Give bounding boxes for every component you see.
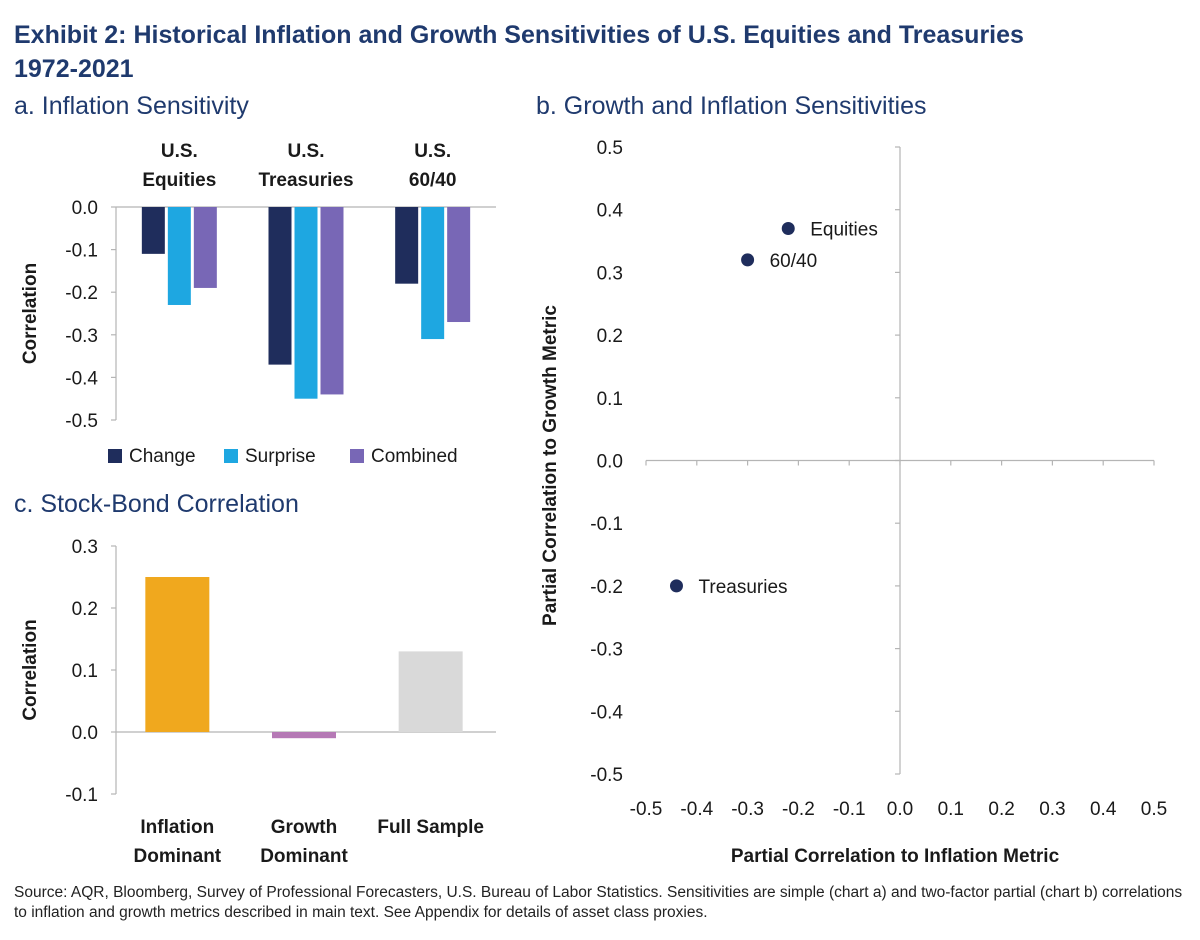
panel-b-point-60-40 xyxy=(741,253,755,267)
panel-a-y-tick-label: -0.5 xyxy=(65,411,98,432)
panel-a-bar-u-s-treasuries-combined xyxy=(320,207,344,395)
panel-a-bar-u-s-60-40-change xyxy=(395,207,419,284)
panel-b-x-tick-label: -0.5 xyxy=(630,799,663,820)
panel-b-y-tick-label: 0.0 xyxy=(597,452,623,473)
panel-a-legend-label-change: Change xyxy=(129,446,196,467)
panel-c-y-axis-label: Correlation xyxy=(20,619,41,720)
panel-b-x-axis-label: Partial Correlation to Inflation Metric xyxy=(731,846,1060,867)
panel-b-y-tick-label: 0.3 xyxy=(597,263,623,284)
panel-a-category-label: U.S. xyxy=(161,141,198,162)
panel-b-y-tick-label: 0.1 xyxy=(597,389,623,410)
panel-a-category-label: U.S. xyxy=(414,141,451,162)
panel-b-x-tick-label: 0.2 xyxy=(988,799,1014,820)
panel-c-y-tick-label: 0.3 xyxy=(72,537,98,558)
panel-b-x-tick-label: 0.5 xyxy=(1141,799,1167,820)
panel-a-legend-label-surprise: Surprise xyxy=(245,446,316,467)
panel-a-y-tick-label: -0.2 xyxy=(65,283,98,304)
panel-b-y-tick-label: -0.2 xyxy=(590,577,623,598)
panel-c-y-tick-label: -0.1 xyxy=(65,785,98,806)
panel-a-category-label: Equities xyxy=(142,170,216,191)
panel-a-legend-swatch-change xyxy=(108,449,122,463)
panel-c-category-label: Dominant xyxy=(260,846,348,867)
panel-a-category-label: U.S. xyxy=(288,141,325,162)
panel-a-y-tick-label: -0.4 xyxy=(65,368,98,389)
panel-b-y-tick-label: -0.3 xyxy=(590,640,623,661)
panel-a-y-tick-label: -0.3 xyxy=(65,326,98,347)
source-note: Source: AQR, Bloomberg, Survey of Profes… xyxy=(14,884,1183,921)
panel-a-legend-label-combined: Combined xyxy=(371,446,458,467)
panel-b-x-tick-label: 0.0 xyxy=(887,799,913,820)
panel-b-x-tick-label: 0.1 xyxy=(938,799,964,820)
panel-b-point-equities xyxy=(781,222,795,236)
panel-a-bar-u-s-60-40-surprise xyxy=(421,207,445,340)
panel-a-bar-u-s-60-40-combined xyxy=(447,207,471,323)
panel-c-y-tick-label: 0.0 xyxy=(72,723,98,744)
panel-b-y-tick-label: -0.4 xyxy=(590,702,623,723)
panel-a-bar-u-s-treasuries-change xyxy=(268,207,292,365)
panel-a-category-label: 60/40 xyxy=(409,170,457,191)
panel-c-title: c. Stock-Bond Correlation xyxy=(14,490,299,518)
exhibit-title-line2: 1972-2021 xyxy=(14,55,134,83)
panel-b-point-label-60-40: 60/40 xyxy=(770,251,818,272)
panel-a-bar-u-s-equities-change xyxy=(141,207,165,254)
panel-b-point-label-treasuries: Treasuries xyxy=(698,577,787,598)
panel-c-category-label: Full Sample xyxy=(377,817,484,838)
panel-b-x-tick-label: 0.3 xyxy=(1039,799,1065,820)
panel-b-title: b. Growth and Inflation Sensitivities xyxy=(536,92,927,120)
panel-b-y-tick-label: 0.4 xyxy=(597,201,624,222)
panel-b-x-tick-label: -0.3 xyxy=(731,799,764,820)
panel-a-bar-u-s-equities-combined xyxy=(193,207,217,288)
panel-c-y-tick-label: 0.2 xyxy=(72,599,98,620)
panel-c-category-label: Growth xyxy=(271,817,338,838)
panel-c-y-tick-label: 0.1 xyxy=(72,661,98,682)
panel-c-bar-inflation-dominant xyxy=(145,577,210,732)
panel-c-category-label: Inflation xyxy=(140,817,214,838)
panel-b-point-label-equities: Equities xyxy=(810,220,878,241)
panel-b-x-tick-label: -0.2 xyxy=(782,799,815,820)
panel-a-y-tick-label: -0.1 xyxy=(65,241,98,262)
panel-c-bar-full-sample xyxy=(398,651,463,732)
panel-b-point-treasuries xyxy=(669,579,683,593)
panel-a-bar-u-s-treasuries-surprise xyxy=(294,207,318,399)
panel-a-legend-swatch-surprise xyxy=(224,449,238,463)
panel-b-y-tick-label: -0.5 xyxy=(590,765,623,786)
panel-b-y-tick-label: 0.5 xyxy=(597,138,623,159)
panel-a-bar-u-s-equities-surprise xyxy=(167,207,191,305)
panel-a-title: a. Inflation Sensitivity xyxy=(14,92,249,120)
panel-a-y-axis-label: Correlation xyxy=(20,263,41,364)
panel-a-y-tick-label: 0.0 xyxy=(72,198,98,219)
panel-a-category-label: Treasuries xyxy=(258,170,353,191)
panel-b-x-tick-label: 0.4 xyxy=(1090,799,1117,820)
exhibit-title: Exhibit 2: Historical Inflation and Grow… xyxy=(14,18,1174,86)
panel-b-y-tick-label: -0.1 xyxy=(590,514,623,535)
panel-a-legend-swatch-combined xyxy=(350,449,364,463)
panel-b-x-tick-label: -0.1 xyxy=(833,799,866,820)
panel-c-category-label: Dominant xyxy=(134,846,222,867)
panel-b-y-axis-label: Partial Correlation to Growth Metric xyxy=(540,305,561,626)
panel-c-bar-growth-dominant xyxy=(272,732,336,739)
panel-b-x-tick-label: -0.4 xyxy=(680,799,713,820)
exhibit-title-line1: Exhibit 2: Historical Inflation and Grow… xyxy=(14,21,1024,49)
panel-b-y-tick-label: 0.2 xyxy=(597,326,623,347)
